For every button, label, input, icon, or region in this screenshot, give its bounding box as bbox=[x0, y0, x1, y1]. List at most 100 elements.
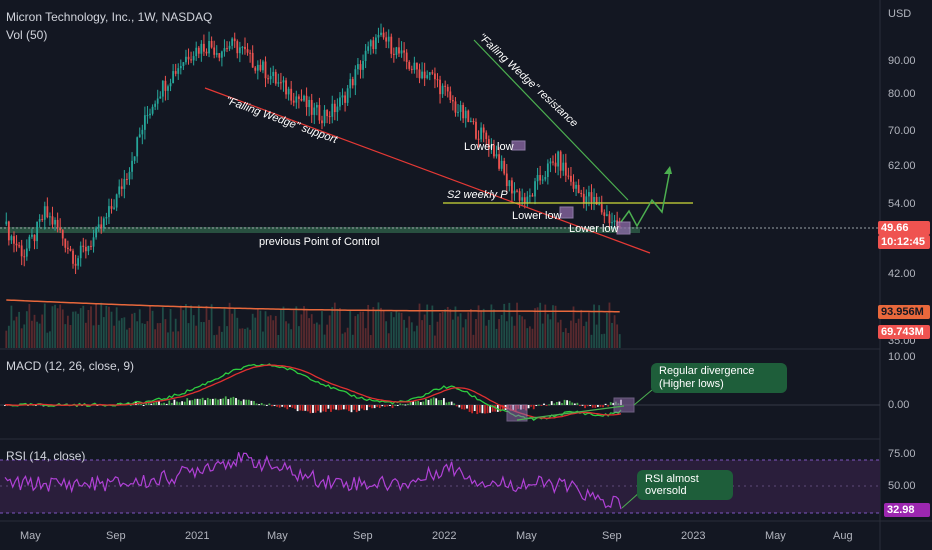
volume-bar bbox=[616, 324, 619, 348]
candle-body bbox=[387, 36, 390, 42]
macd-histogram-bar bbox=[342, 405, 345, 410]
macd-histogram-bar bbox=[571, 402, 574, 405]
candle-body bbox=[459, 104, 462, 112]
rsi-legend[interactable]: RSI (14, close) bbox=[6, 449, 86, 463]
candle-body bbox=[598, 204, 601, 206]
macd-histogram-bar bbox=[301, 405, 304, 411]
macd-histogram-bar bbox=[145, 403, 148, 405]
candle-body bbox=[536, 174, 539, 182]
macd-histogram-bar bbox=[142, 405, 145, 406]
macd-histogram-bar bbox=[458, 405, 461, 408]
macd-histogram-bar bbox=[478, 405, 481, 413]
candle-body bbox=[236, 41, 239, 54]
candle-body bbox=[341, 95, 344, 98]
candle-body bbox=[292, 100, 295, 103]
candle-body bbox=[521, 197, 524, 201]
candle-body bbox=[177, 68, 180, 74]
macd-histogram-bar bbox=[558, 401, 561, 405]
volume-legend[interactable]: Vol (50) bbox=[6, 28, 48, 42]
lower-low-label-3: Lower low bbox=[569, 223, 619, 235]
currency-label: USD bbox=[888, 8, 912, 20]
candle-body bbox=[405, 52, 408, 62]
candle-body bbox=[315, 104, 318, 108]
macd-divergence-line bbox=[516, 405, 625, 421]
macd-legend[interactable]: MACD (12, 26, close, 9) bbox=[6, 359, 135, 373]
candle-body bbox=[126, 178, 128, 180]
macd-histogram-bar bbox=[355, 405, 358, 413]
macd-histogram-bar bbox=[453, 403, 456, 405]
volume-bar bbox=[582, 326, 585, 348]
candle-body bbox=[305, 95, 308, 108]
time-tick: Aug bbox=[833, 530, 853, 542]
volume-bar bbox=[513, 325, 516, 348]
candle-body bbox=[231, 38, 234, 46]
volume-bar bbox=[59, 304, 62, 348]
volume-bar bbox=[313, 323, 316, 348]
volume-bar bbox=[346, 327, 349, 348]
macd-histogram-bar bbox=[194, 398, 196, 405]
volume-bar bbox=[487, 319, 490, 348]
macd-histogram-bar bbox=[253, 401, 255, 405]
macd-histogram-bar bbox=[296, 405, 299, 412]
volume-bar bbox=[354, 316, 357, 348]
falling-wedge-support-line bbox=[204, 87, 651, 254]
volume-bar bbox=[431, 305, 434, 348]
candle-body bbox=[300, 98, 303, 101]
macd-histogram-bar bbox=[360, 405, 363, 409]
volume-bar bbox=[528, 326, 531, 348]
time-tick: May bbox=[765, 530, 786, 542]
candle-body bbox=[469, 120, 472, 122]
candle-body bbox=[313, 107, 316, 115]
volume-bar bbox=[416, 325, 418, 348]
candle-body bbox=[118, 186, 121, 195]
volume-bar bbox=[74, 311, 77, 348]
volume-bar bbox=[5, 330, 8, 348]
macd-histogram-bar bbox=[158, 401, 160, 405]
volume-bar bbox=[303, 306, 305, 348]
volume-bar bbox=[33, 314, 36, 348]
macd-histogram-bar bbox=[250, 400, 253, 405]
candle-body bbox=[105, 217, 108, 219]
volume-bar bbox=[159, 323, 162, 348]
candle-body bbox=[613, 220, 616, 223]
candle-body bbox=[582, 193, 585, 203]
candle-body bbox=[605, 214, 608, 216]
candle-body bbox=[357, 64, 359, 70]
candle-body bbox=[400, 50, 403, 54]
macd-histogram-bar bbox=[247, 399, 250, 405]
symbol-legend[interactable]: Micron Technology, Inc., 1W, NASDAQ bbox=[6, 10, 213, 24]
candle-body bbox=[511, 180, 513, 194]
macd-histogram-bar bbox=[430, 398, 432, 405]
volume-bar bbox=[244, 328, 246, 348]
candle-body bbox=[421, 71, 423, 79]
candle-body bbox=[259, 64, 262, 71]
volume-bar bbox=[187, 323, 190, 348]
volume-bar bbox=[123, 317, 126, 348]
candle-body bbox=[423, 71, 426, 79]
candle-body bbox=[500, 160, 503, 169]
volume-bar bbox=[405, 327, 408, 348]
macd-histogram-bar bbox=[555, 401, 558, 405]
candle-body bbox=[454, 101, 457, 113]
volume-bar bbox=[369, 335, 372, 348]
candle-body bbox=[333, 103, 336, 113]
macd-histogram-bar bbox=[242, 399, 245, 405]
volume-bar bbox=[398, 312, 400, 348]
volume-bar bbox=[508, 302, 511, 348]
candle-body bbox=[143, 115, 146, 130]
candle-body bbox=[528, 195, 531, 197]
volume-bar bbox=[485, 325, 488, 348]
candle-body bbox=[431, 72, 434, 74]
candle-body bbox=[33, 234, 36, 242]
macd-histogram-bar bbox=[276, 405, 278, 407]
macd-histogram-bar bbox=[440, 400, 443, 405]
volume-bar bbox=[457, 316, 459, 348]
volume-bar bbox=[203, 322, 205, 348]
macd-histogram-bar bbox=[371, 405, 373, 409]
volume-bar bbox=[64, 324, 67, 348]
volume-bar bbox=[526, 328, 529, 348]
volume-bar bbox=[418, 303, 421, 348]
macd-histogram-bar bbox=[535, 405, 538, 407]
candle-body bbox=[485, 132, 488, 140]
macd-histogram-bar bbox=[568, 400, 571, 405]
